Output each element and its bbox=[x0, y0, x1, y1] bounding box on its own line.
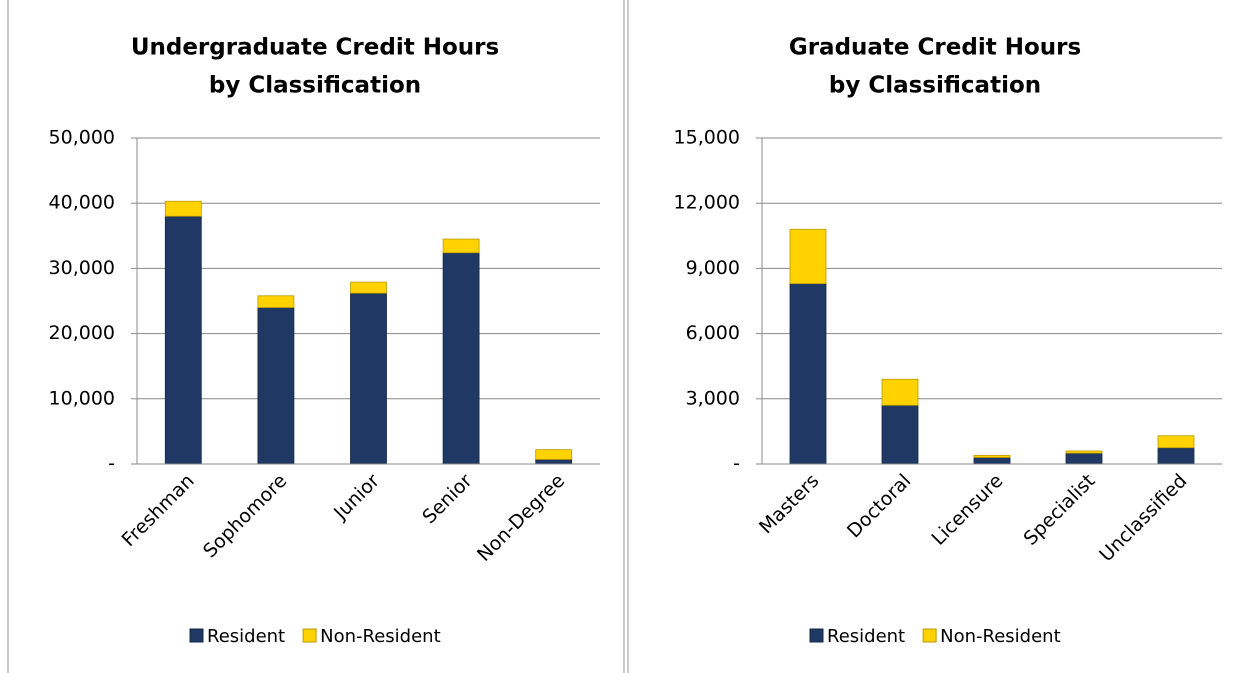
bar-segment bbox=[1065, 450, 1103, 454]
bar-segment bbox=[1157, 447, 1195, 465]
chart-title: by Classification bbox=[209, 73, 421, 99]
y-tick-label: 40,000 bbox=[49, 192, 115, 214]
y-tick-label: 3,000 bbox=[686, 387, 740, 409]
bar-segment bbox=[257, 295, 295, 308]
legend-swatch bbox=[922, 628, 937, 643]
bar-segment bbox=[535, 449, 573, 460]
y-tick-label: 15,000 bbox=[674, 127, 740, 149]
x-tick-label: Licensure bbox=[927, 470, 1007, 550]
y-tick-label: 50,000 bbox=[49, 127, 115, 149]
bar-segment bbox=[535, 459, 573, 465]
chart-title: Undergraduate Credit Hours bbox=[131, 35, 499, 61]
chart-title: Graduate Credit Hours bbox=[789, 35, 1081, 61]
y-tick-label: 12,000 bbox=[674, 192, 740, 214]
bar-segment bbox=[1157, 435, 1195, 449]
bar-segment bbox=[164, 200, 202, 217]
chart-title: by Classification bbox=[829, 73, 1041, 99]
x-tick-label: Junior bbox=[329, 470, 384, 525]
bar-segment bbox=[881, 378, 919, 406]
bar-segment bbox=[973, 457, 1011, 465]
legend-swatch bbox=[809, 628, 824, 643]
x-tick-label: Masters bbox=[755, 470, 823, 538]
legend-label: Non-Resident bbox=[320, 626, 441, 647]
y-tick-label: 10,000 bbox=[49, 387, 115, 409]
x-tick-label: Specialist bbox=[1019, 470, 1099, 550]
y-tick-label: 6,000 bbox=[686, 322, 740, 344]
legend-swatch bbox=[302, 628, 317, 643]
x-tick-label: Freshman bbox=[118, 470, 199, 551]
y-tick-label: - bbox=[108, 453, 115, 475]
bar-segment bbox=[789, 283, 827, 465]
legend-label: Resident bbox=[207, 626, 285, 647]
legend-swatch bbox=[189, 628, 204, 643]
y-tick-label: 20,000 bbox=[49, 322, 115, 344]
bar-segment bbox=[442, 252, 480, 465]
y-tick-label: 9,000 bbox=[686, 257, 740, 279]
x-tick-label: Non-Degree bbox=[473, 470, 569, 566]
chart: Graduate Credit Hours by Classification - 3… bbox=[674, 35, 1222, 647]
bar-segment bbox=[973, 454, 1011, 458]
bar-segment bbox=[350, 292, 387, 465]
bar-segment bbox=[442, 238, 480, 254]
bar-segment bbox=[1065, 452, 1103, 465]
y-tick-label: - bbox=[733, 453, 740, 475]
chart: Undergraduate Credit Hours by Classificat… bbox=[49, 35, 600, 647]
y-tick-label: 30,000 bbox=[49, 257, 115, 279]
bar-segment bbox=[789, 228, 827, 285]
legend-label: Non-Resident bbox=[940, 626, 1061, 647]
x-tick-label: Sophomore bbox=[199, 470, 291, 562]
x-tick-label: Doctoral bbox=[843, 470, 915, 542]
bar-segment bbox=[164, 215, 202, 465]
legend-label: Resident bbox=[827, 626, 905, 647]
bar-segment bbox=[257, 307, 295, 465]
x-tick-label: Unclassified bbox=[1095, 470, 1191, 566]
bar-segment bbox=[881, 404, 919, 465]
bar-segment bbox=[350, 281, 387, 294]
x-tick-label: Senior bbox=[418, 470, 476, 528]
